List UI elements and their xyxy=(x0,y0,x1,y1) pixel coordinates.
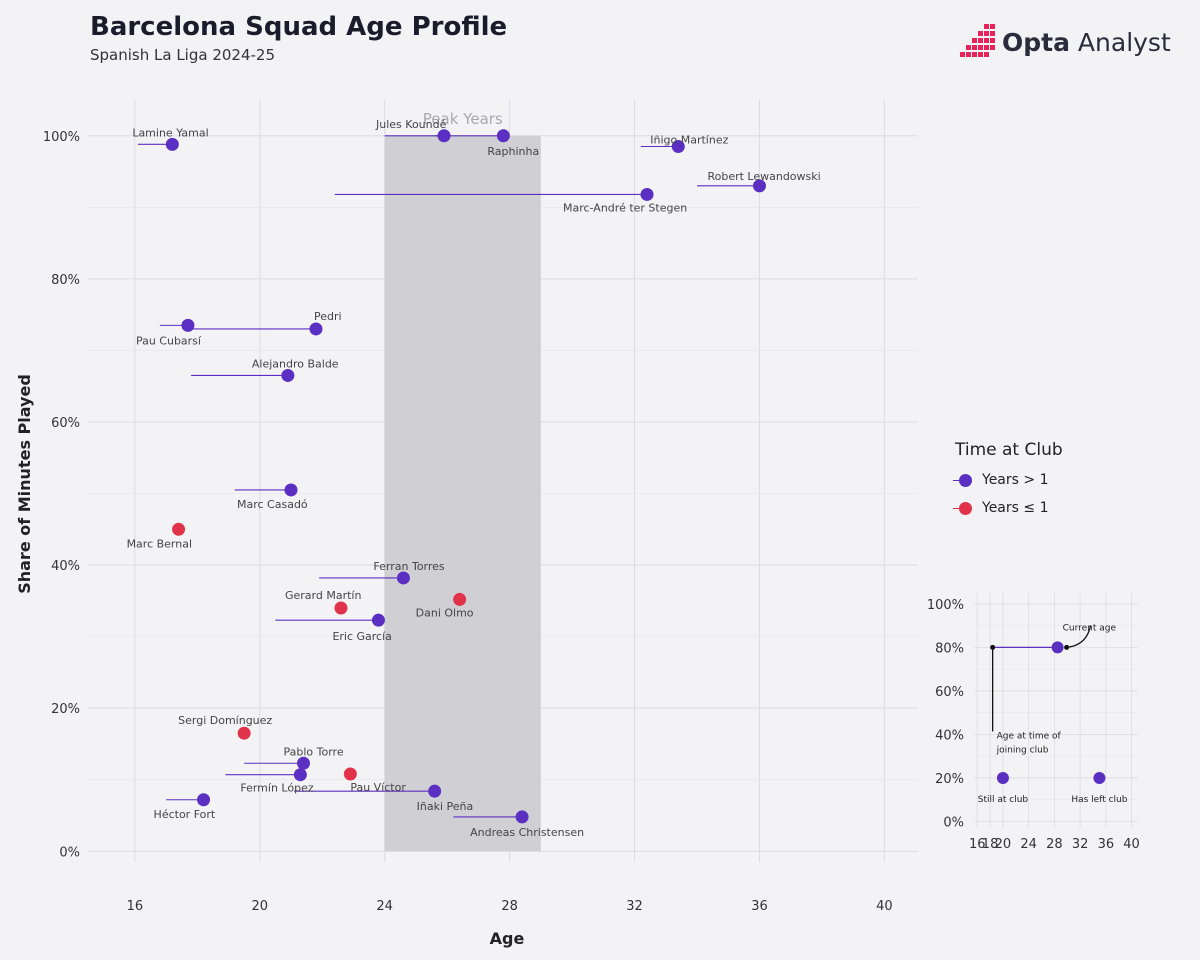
x-axis-ticks: 16 20 24 28 32 36 40 xyxy=(127,899,893,914)
player-label: Héctor Fort xyxy=(154,808,216,821)
chart-title: Barcelona Squad Age Profile xyxy=(90,12,508,42)
x-axis-title: Age xyxy=(490,929,525,948)
player-point xyxy=(396,571,410,585)
y-axis-ticks: 0% 20% 40% 60% 80% 100% xyxy=(43,130,80,860)
player-label: Ferran Torres xyxy=(373,560,445,573)
legend-item-years-le-1: Years ≤ 1 xyxy=(953,500,1063,516)
player-point xyxy=(671,140,685,154)
player-point xyxy=(437,129,451,143)
player-point xyxy=(309,322,323,336)
brand-name: Opta Analyst xyxy=(1002,27,1171,57)
legend-item-years-gt-1: Years > 1 xyxy=(953,472,1063,488)
player-label: Alejandro Balde xyxy=(252,357,339,370)
y-axis-title: Share of Minutes Played xyxy=(15,374,34,594)
legend-marker xyxy=(953,501,972,515)
legend-title: Time at Club xyxy=(955,440,1063,460)
x-tick-label: 32 xyxy=(626,899,643,914)
x-tick-label: 28 xyxy=(501,899,518,914)
y-tick-label: 40% xyxy=(51,559,80,574)
player-label: Marc Bernal xyxy=(127,537,192,550)
player-point xyxy=(343,767,357,781)
player-label: Eric García xyxy=(332,630,391,643)
player-point xyxy=(453,592,467,606)
player-label: Iñigo Martínez xyxy=(650,134,728,147)
x-tick-label: 24 xyxy=(376,899,393,914)
player-label: Iñaki Peña xyxy=(417,800,474,813)
legend-label: Years ≤ 1 xyxy=(982,500,1049,516)
player-point xyxy=(284,483,298,497)
brand-logo: Opta Analyst xyxy=(958,22,1171,62)
player-label: Andreas Christensen xyxy=(470,826,584,839)
player-point xyxy=(371,613,385,627)
player-point xyxy=(515,810,529,824)
player-point xyxy=(197,793,211,807)
player-label: Pablo Torre xyxy=(283,745,343,758)
player-point xyxy=(428,784,442,798)
peak-years-label: Peak Years xyxy=(423,110,503,128)
player-label: Lamine Yamal xyxy=(132,126,208,139)
x-tick-label: 36 xyxy=(751,899,768,914)
player-point xyxy=(296,756,310,770)
player-label: Pau Cubarsí xyxy=(136,334,202,347)
y-tick-label: 100% xyxy=(43,130,80,145)
player-point xyxy=(281,368,295,382)
player-point xyxy=(181,318,195,332)
legend-label: Years > 1 xyxy=(982,472,1049,488)
x-tick-label: 20 xyxy=(251,899,268,914)
player-label: Pedri xyxy=(314,310,342,323)
player-point xyxy=(293,768,307,782)
player-point xyxy=(237,726,251,740)
player-point xyxy=(165,137,179,151)
y-tick-label: 60% xyxy=(51,416,80,431)
player-point xyxy=(334,601,348,615)
player-label: Fermín López xyxy=(240,782,313,795)
player-point xyxy=(752,179,766,193)
player-point xyxy=(496,129,510,143)
player-label: Marc-André ter Stegen xyxy=(563,201,687,214)
player-label: Marc Casadó xyxy=(237,498,308,511)
x-tick-label: 16 xyxy=(127,899,144,914)
y-tick-label: 80% xyxy=(51,273,80,288)
player-label: Dani Olmo xyxy=(416,606,474,619)
player-label: Gerard Martín xyxy=(285,589,361,602)
player-label: Jules Koundé xyxy=(375,118,447,131)
player-labels: Lamine Yamal Jules Koundé Raphinha Iñigo Ma… xyxy=(127,118,821,839)
player-points xyxy=(165,129,766,824)
player-label: Sergi Domínguez xyxy=(178,714,272,727)
legend-marker xyxy=(953,473,972,487)
peak-years-band xyxy=(384,135,541,852)
player-label: Pau Víctor xyxy=(350,781,406,794)
chart-subtitle: Spanish La Liga 2024-25 xyxy=(90,46,275,64)
x-tick-label: 40 xyxy=(876,899,893,914)
y-tick-label: 20% xyxy=(51,702,80,717)
y-tick-label: 0% xyxy=(59,845,80,860)
player-point xyxy=(172,522,186,536)
player-point xyxy=(640,187,654,201)
legend: Time at Club Years > 1 Years ≤ 1 xyxy=(953,440,1063,528)
player-label: Robert Lewandowski xyxy=(707,170,820,183)
player-label: Raphinha xyxy=(487,145,539,158)
opta-dots-logo-icon xyxy=(960,24,995,57)
